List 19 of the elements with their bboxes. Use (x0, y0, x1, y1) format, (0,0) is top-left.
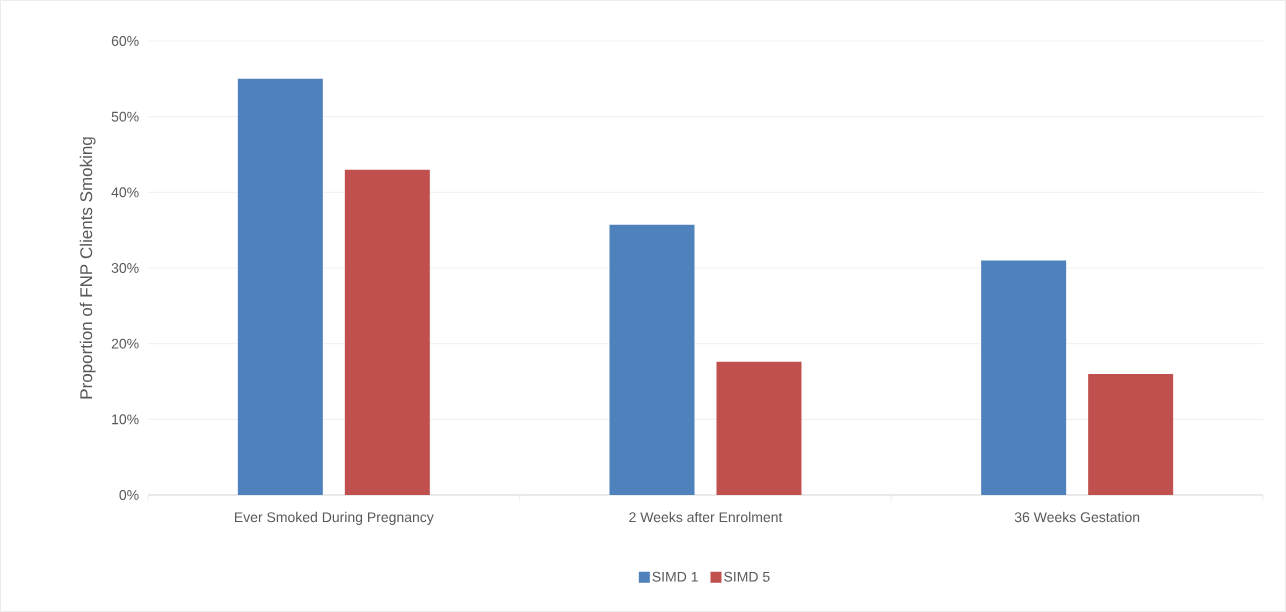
x-tick-label: 2 Weeks after Enrolment (629, 511, 783, 523)
bar (344, 169, 430, 495)
y-tick-label: 40% (111, 187, 139, 198)
y-tick-label: 30% (111, 263, 139, 273)
bar (237, 78, 323, 495)
x-tick-label: Ever Smoked During Pregnancy (234, 511, 434, 525)
bar (716, 361, 802, 495)
y-tick-label: 10% (112, 414, 139, 425)
y-tick-label: 50% (111, 111, 139, 122)
y-tick-label: 0% (119, 490, 139, 500)
y-tick-label: 20% (111, 338, 139, 349)
bar (1088, 373, 1174, 495)
x-tick-label: 36 Weeks Gestation (1014, 511, 1140, 523)
y-axis-title: Proportion of FNP Clients Smoking (79, 137, 96, 399)
bar (609, 224, 695, 495)
bar (981, 260, 1067, 495)
legend-label: SIMD 5 (724, 571, 770, 582)
legend-label: SIMD 1 (652, 571, 698, 582)
y-tick-label: 60% (111, 36, 139, 46)
